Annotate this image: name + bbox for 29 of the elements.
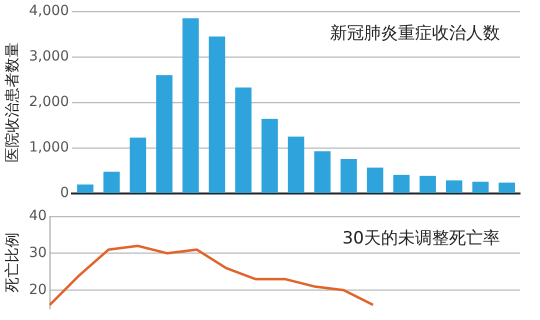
bar xyxy=(472,182,489,193)
bar xyxy=(288,136,304,193)
bar xyxy=(235,87,252,193)
bar xyxy=(130,138,146,193)
text: 30天的未调整死亡率 xyxy=(342,228,500,248)
bar xyxy=(446,180,462,193)
bar xyxy=(156,75,172,193)
bar xyxy=(340,158,357,193)
bar xyxy=(262,118,278,193)
text: 新冠肺炎重症收治人数 xyxy=(330,23,500,44)
bar xyxy=(77,184,94,193)
bar xyxy=(314,151,331,193)
y-tick-label: 2,000 xyxy=(28,94,70,110)
bar xyxy=(393,174,410,193)
y-tick-label: 20 xyxy=(28,282,47,298)
bar xyxy=(208,36,226,193)
y-tick-label: 4,000 xyxy=(28,3,70,20)
bar xyxy=(103,172,120,193)
y-tick-label: 0 xyxy=(60,185,70,202)
bar xyxy=(498,182,515,193)
y-axis-title: 死亡比例 xyxy=(2,232,21,292)
bar xyxy=(420,176,436,193)
y-tick-label: 3,000 xyxy=(28,48,70,65)
y-axis-title: 医院收治患者数量 xyxy=(2,42,21,162)
bar xyxy=(366,168,384,193)
y-tick-label: 40 xyxy=(28,208,47,224)
bar xyxy=(182,18,199,193)
y-tick-label: 30 xyxy=(28,244,47,261)
y-tick-label: 1,000 xyxy=(28,140,70,156)
